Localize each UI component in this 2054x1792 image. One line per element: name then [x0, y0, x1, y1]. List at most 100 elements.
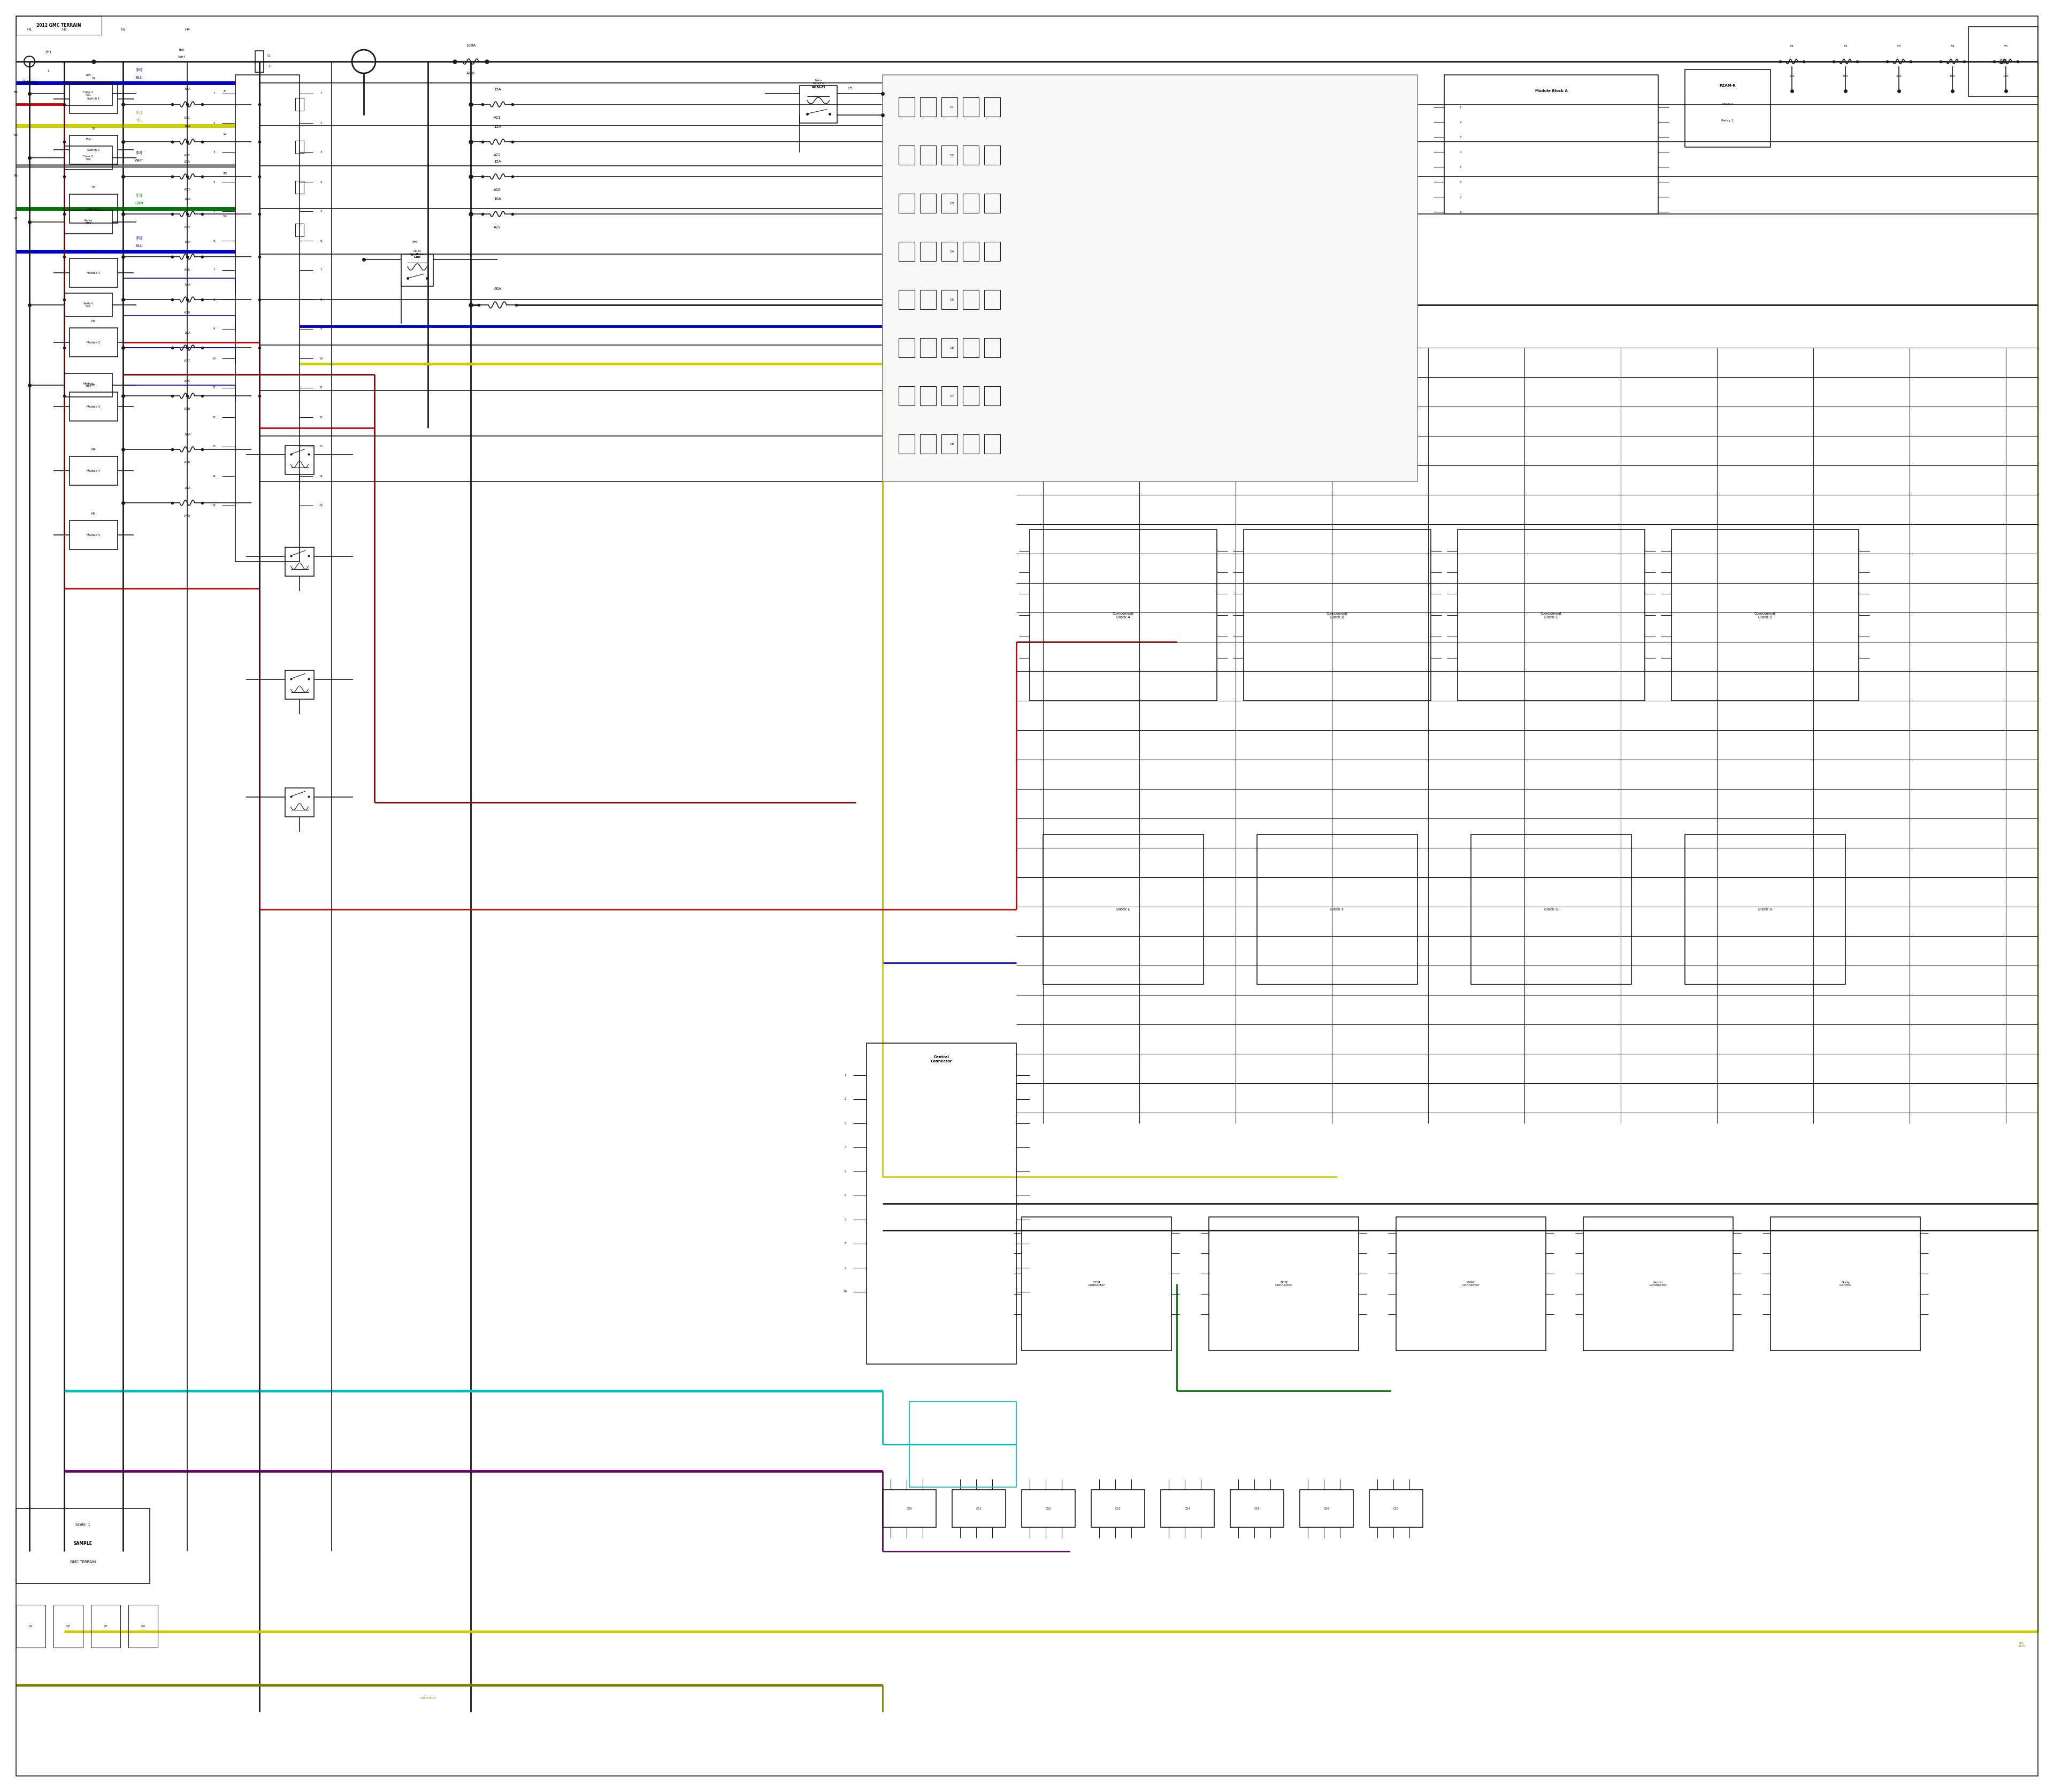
Text: 19: 19 — [222, 215, 226, 219]
Text: A33: A33 — [185, 188, 191, 192]
Bar — [296, 142, 304, 154]
Bar — [64, 373, 113, 396]
Text: 10A: 10A — [185, 332, 191, 333]
Text: Module Block A: Module Block A — [1534, 90, 1567, 93]
Bar — [1672, 530, 1859, 701]
Text: 15A: 15A — [493, 125, 501, 129]
Bar — [963, 194, 980, 213]
Bar — [286, 547, 314, 575]
Text: 13: 13 — [318, 446, 322, 448]
Bar — [64, 210, 113, 233]
Text: 11: 11 — [318, 387, 322, 389]
Text: C53: C53 — [1115, 1507, 1121, 1511]
Text: C55: C55 — [1255, 1507, 1259, 1511]
Bar — [920, 97, 937, 116]
Text: 10: 10 — [844, 1290, 846, 1294]
Text: C8: C8 — [949, 443, 955, 446]
Bar — [1684, 70, 1771, 147]
Text: GMC TERRAIN: GMC TERRAIN — [70, 1561, 97, 1564]
Text: 42: 42 — [14, 217, 18, 220]
Text: A37: A37 — [185, 360, 191, 362]
Text: S1: S1 — [92, 77, 94, 79]
Text: 11: 11 — [212, 387, 216, 389]
Bar — [920, 145, 937, 165]
Text: 99: 99 — [14, 134, 18, 136]
Bar — [920, 434, 937, 453]
Bar — [941, 387, 957, 405]
Text: 10A: 10A — [2003, 75, 2009, 77]
Bar — [401, 254, 433, 287]
Bar — [900, 194, 914, 213]
Text: T1: T1 — [267, 56, 271, 57]
Text: 1: 1 — [47, 70, 49, 72]
Text: Audio
Connector: Audio Connector — [1649, 1281, 1668, 1287]
Bar — [941, 145, 957, 165]
Bar — [127, 1606, 158, 1647]
Text: Ignition
Coil: Ignition Coil — [411, 253, 425, 258]
Bar — [286, 670, 314, 699]
Text: SAMPLE: SAMPLE — [74, 1541, 92, 1546]
Text: C1: C1 — [949, 106, 955, 108]
Text: 8: 8 — [224, 90, 226, 91]
Text: 10: 10 — [212, 357, 216, 360]
Bar — [286, 788, 314, 817]
Text: G2: G2 — [66, 1625, 70, 1627]
Text: 20A: 20A — [185, 380, 191, 382]
Text: 10A: 10A — [86, 73, 90, 77]
Text: Scale: 1: Scale: 1 — [76, 1523, 90, 1527]
Text: Switch 2: Switch 2 — [88, 149, 101, 151]
Text: Body
Control: Body Control — [1838, 1281, 1851, 1287]
Text: GRD BUS: GRD BUS — [421, 1697, 435, 1701]
Text: A36: A36 — [185, 312, 191, 314]
Text: Fuse 1
A41: Fuse 1 A41 — [84, 91, 92, 97]
Bar — [236, 75, 300, 561]
Text: 15A: 15A — [493, 88, 501, 91]
Text: C56: C56 — [1323, 1507, 1329, 1511]
Text: C3: C3 — [949, 202, 955, 204]
Text: 28: 28 — [222, 172, 226, 176]
Text: 60A: 60A — [493, 287, 501, 290]
Bar — [1771, 1217, 1920, 1351]
Text: WHT: WHT — [136, 159, 144, 161]
Text: 10A: 10A — [1789, 75, 1795, 77]
Bar — [1444, 75, 1658, 213]
Bar — [1043, 835, 1204, 984]
Bar — [920, 339, 937, 357]
Text: BCM
Connector: BCM Connector — [1276, 1281, 1292, 1287]
Text: ECM
Conn: ECM Conn — [1999, 59, 2007, 65]
Text: Block G: Block G — [1545, 909, 1559, 910]
Text: A16: A16 — [493, 188, 501, 192]
Bar — [963, 145, 980, 165]
Bar — [1300, 1489, 1354, 1527]
Text: C4: C4 — [949, 251, 955, 253]
Text: [EJ]: [EJ] — [136, 68, 142, 72]
Bar — [1257, 835, 1417, 984]
Bar — [296, 99, 304, 111]
Text: M5: M5 — [92, 513, 97, 516]
Text: Relay 1: Relay 1 — [1721, 118, 1734, 122]
Text: A29: A29 — [493, 226, 501, 229]
Text: M1: M1 — [92, 251, 97, 253]
Text: A38: A38 — [185, 409, 191, 410]
Text: 12: 12 — [318, 416, 322, 419]
Text: M2: M2 — [92, 321, 97, 323]
Bar — [963, 242, 980, 262]
Text: Relay: Relay — [413, 249, 421, 253]
Text: H4: H4 — [185, 29, 189, 30]
Bar — [900, 290, 914, 310]
Text: BLU: BLU — [136, 75, 142, 79]
Bar — [900, 242, 914, 262]
Bar — [984, 339, 1000, 357]
Bar — [70, 457, 117, 486]
Text: 15A: 15A — [1842, 75, 1849, 77]
Text: S3: S3 — [92, 186, 94, 190]
Text: WHT: WHT — [179, 56, 185, 59]
Bar — [1091, 1489, 1144, 1527]
Text: 14: 14 — [318, 475, 322, 477]
Bar — [953, 1489, 1006, 1527]
Text: 89: 89 — [14, 91, 18, 93]
Text: Module 3: Module 3 — [86, 405, 101, 409]
Text: Main
Relay 1: Main Relay 1 — [813, 79, 824, 84]
Text: G4: G4 — [142, 1625, 146, 1627]
Text: Component
Block B: Component Block B — [1327, 611, 1347, 618]
